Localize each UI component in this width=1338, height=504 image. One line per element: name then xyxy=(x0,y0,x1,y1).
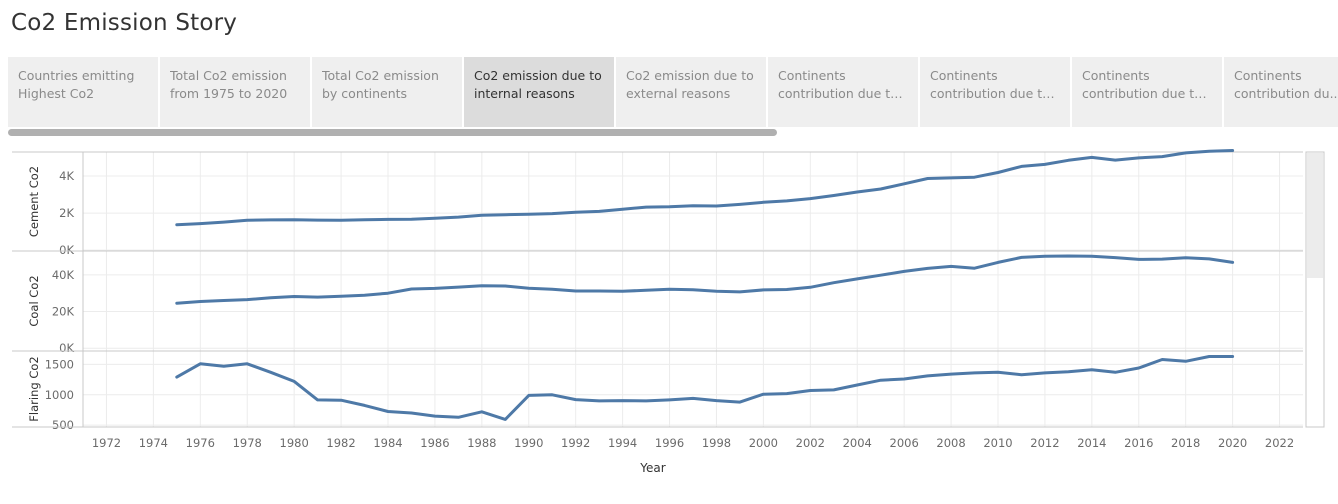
y-axis-title: Cement Co2 xyxy=(27,166,41,237)
x-tick-label: 2022 xyxy=(1265,436,1294,450)
tab-label: Total Co2 emission from 1975 to 2020 xyxy=(170,68,288,101)
x-tick-label: 2018 xyxy=(1171,436,1200,450)
x-tick-label: 1976 xyxy=(186,436,215,450)
x-tick-label: 1974 xyxy=(139,436,168,450)
tab-label: Continents contribution due to C... xyxy=(778,68,898,101)
y-tick-label: 4K xyxy=(59,169,74,183)
x-tick-label: 1992 xyxy=(561,436,590,450)
y-axis-title: Flaring Co2 xyxy=(27,356,41,421)
x-tick-label: 1984 xyxy=(373,436,402,450)
tab-label: Total Co2 emission by continents xyxy=(322,68,439,101)
tab-label: Co2 emission due to internal reasons xyxy=(474,68,602,101)
y-tick-label: 1500 xyxy=(45,357,74,371)
y-tick-label: 0K xyxy=(59,243,74,257)
tab-label: Continents contribution du... xyxy=(1234,68,1338,101)
x-tick-label: 1994 xyxy=(608,436,637,450)
series-line-flaring-co2 xyxy=(175,355,1235,421)
story-tab-continents-contribution-4[interactable]: Continents contribution du... xyxy=(1224,57,1338,127)
y-axis-title: Coal Co2 xyxy=(27,275,41,326)
co2-line-chart: 0K 2K 4K Cement Co2 0K 20K 40K Coal Co2 500 1000 1… xyxy=(12,149,1325,475)
vertical-scroll-thumb[interactable] xyxy=(1307,153,1323,278)
y-tick-label: 0K xyxy=(59,341,74,355)
x-tick-label: 1972 xyxy=(92,436,121,450)
story-tab-external-reasons[interactable]: Co2 emission due to external reasons xyxy=(616,57,766,127)
x-tick-label: 1990 xyxy=(514,436,543,450)
x-axis-title: Year xyxy=(639,461,665,475)
y-tick-label: 40K xyxy=(52,268,75,282)
x-tick-label: 1988 xyxy=(467,436,496,450)
x-tick-label: 2002 xyxy=(796,436,825,450)
y-tick-label: 1000 xyxy=(45,388,74,402)
x-tick-label: 1998 xyxy=(702,436,731,450)
x-tick-label: 2012 xyxy=(1030,436,1059,450)
x-tick-label: 2006 xyxy=(890,436,919,450)
x-tick-label: 2004 xyxy=(843,436,872,450)
series-line-coal-co2 xyxy=(175,254,1235,305)
story-title: Co2 Emission Story xyxy=(11,10,238,36)
x-tick-label: 1980 xyxy=(280,436,309,450)
story-tab-internal-reasons[interactable]: Co2 emission due to internal reasons xyxy=(464,57,614,127)
series-line-cement-co2 xyxy=(175,149,1235,227)
tab-bar-scrollbar[interactable] xyxy=(8,129,777,136)
x-tick-label: 2020 xyxy=(1218,436,1247,450)
x-tick-label: 2014 xyxy=(1077,436,1106,450)
x-tick-label: 2016 xyxy=(1124,436,1153,450)
y-tick-label: 2K xyxy=(59,206,74,220)
tab-label: Continents contribution due to g... xyxy=(1082,68,1202,101)
story-tab-total-co2-by-continents[interactable]: Total Co2 emission by continents xyxy=(312,57,462,127)
story-tab-bar: Countries emitting Highest Co2 Total Co2… xyxy=(8,57,1338,127)
y-tick-label: 20K xyxy=(52,305,75,319)
x-tick-label: 2008 xyxy=(936,436,965,450)
x-tick-label: 1982 xyxy=(326,436,355,450)
story-tab-continents-contribution-1[interactable]: Continents contribution due to C... xyxy=(768,57,918,127)
x-tick-label: 2010 xyxy=(983,436,1012,450)
x-tick-label: 1986 xyxy=(420,436,449,450)
y-tick-label: 500 xyxy=(52,418,74,432)
chart-area: 0K 2K 4K Cement Co2 0K 20K 40K Coal Co2 500 1000 1… xyxy=(0,140,1338,500)
story-tab-countries-highest-co2[interactable]: Countries emitting Highest Co2 xyxy=(8,57,158,127)
x-tick-label: 1996 xyxy=(655,436,684,450)
tab-label: Continents contribution due to c... xyxy=(930,68,1050,101)
tab-label: Countries emitting Highest Co2 xyxy=(18,68,135,101)
story-tab-total-co2-1975-2020[interactable]: Total Co2 emission from 1975 to 2020 xyxy=(160,57,310,127)
x-tick-label: 1978 xyxy=(233,436,262,450)
tab-label: Co2 emission due to external reasons xyxy=(626,68,754,101)
story-tab-continents-contribution-2[interactable]: Continents contribution due to c... xyxy=(920,57,1070,127)
x-tick-label: 2000 xyxy=(749,436,778,450)
story-tab-continents-contribution-3[interactable]: Continents contribution due to g... xyxy=(1072,57,1222,127)
